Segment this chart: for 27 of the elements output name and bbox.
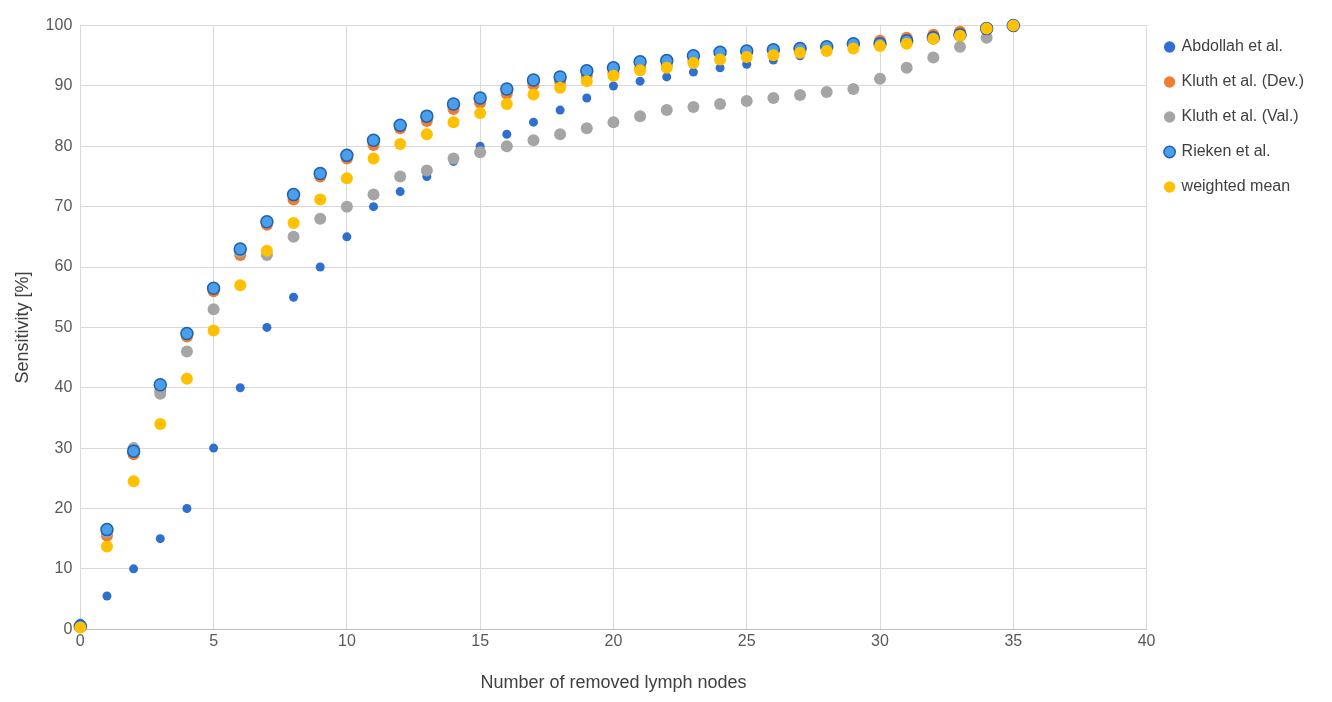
legend-label: Kluth et al. (Dev.) [1181, 72, 1305, 90]
y-tick-label: 80 [54, 136, 73, 154]
x-tick-label: 40 [1137, 632, 1156, 650]
legend-label: Kluth et al. (Val.) [1181, 107, 1299, 125]
x-tick-label: 35 [1004, 632, 1023, 650]
y-axis-title: Sensitivity [%] [11, 271, 32, 384]
y-tick-label: 100 [45, 16, 73, 34]
x-tick-label: 10 [337, 632, 356, 650]
x-axis-title: Number of removed lymph nodes [480, 672, 747, 693]
legend-label: Rieken et al. [1181, 142, 1271, 160]
legend-label: Abdollah et al. [1181, 37, 1283, 55]
y-tick-label: 70 [54, 197, 73, 215]
x-tick-label: 20 [604, 632, 623, 650]
y-tick-label: 20 [54, 498, 73, 516]
legend-label: weighted mean [1180, 177, 1291, 195]
x-tick-label: 0 [75, 632, 85, 650]
y-tick-label: 90 [54, 76, 73, 94]
x-tick-label: 5 [209, 632, 219, 650]
y-tick-label: 10 [54, 559, 73, 577]
y-tick-label: 40 [54, 378, 73, 396]
x-tick-label: 25 [737, 632, 756, 650]
y-tick-label: 60 [54, 257, 73, 275]
y-tick-label: 50 [54, 317, 73, 335]
x-tick-label: 30 [871, 632, 890, 650]
y-tick-label: 30 [54, 438, 73, 456]
y-tick-label: 0 [63, 619, 73, 637]
x-tick-label: 15 [471, 632, 490, 650]
